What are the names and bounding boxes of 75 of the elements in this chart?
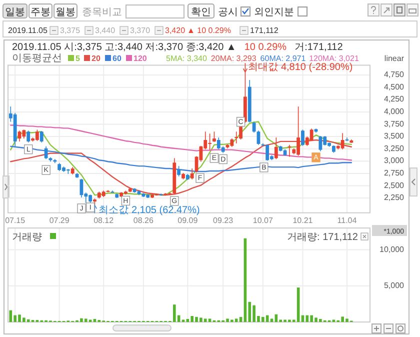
candlestick: [301, 129, 304, 146]
bar: [26, 319, 30, 322]
y-tick-label: 2,750: [384, 168, 405, 178]
candlestick: [40, 130, 44, 143]
y-tick-label: 3,500: [384, 132, 405, 141]
y-tick-label: 3,000: [384, 156, 405, 166]
text: 2019.11.05 시:3,375 고:3,440 저:3,370 종:3,420 ▲: [12, 42, 236, 53]
text: 120MA: 3,021: [309, 54, 360, 63]
text: 171,112: [250, 26, 279, 35]
button: 확인: [188, 4, 214, 18]
y-tick-label: 4,750: [384, 70, 405, 80]
text: 3,420: [165, 26, 186, 35]
line-series: [10, 121, 352, 196]
x-tick-label: 11.04: [337, 216, 358, 225]
x-tick-label: 09.09: [178, 216, 198, 225]
y-tick-label: 3,250: [384, 144, 405, 153]
legend-label: 120: [134, 54, 148, 63]
legend-label: 60: [112, 54, 122, 63]
y-tick-label: 3,750: [384, 119, 405, 128]
legend-label: 거래량: [12, 232, 42, 243]
candlestick: [190, 168, 194, 180]
text: 5MA: 3,340: [166, 54, 208, 63]
y-tick-label: 10,000: [380, 244, 405, 254]
x-tick-label: 09.23: [213, 216, 234, 225]
y-tick-label: 2,250: [384, 193, 405, 202]
legend-title: 이동평균선: [12, 53, 62, 64]
x-tick-label: 08.12: [94, 216, 114, 225]
annotation: 거래량: 171,112: [287, 232, 358, 243]
text: 3,375: [60, 26, 81, 35]
candlestick: [212, 131, 216, 142]
text: 10 0.29%: [244, 42, 287, 53]
text: 2019.11.05: [8, 26, 48, 35]
candlestick: [340, 132, 344, 150]
button: 일봉: [2, 4, 28, 18]
legend-label: 5: [76, 54, 80, 63]
text: 종목비교: [82, 7, 122, 18]
x-tick-label: 07.15: [5, 216, 26, 225]
annotation: 최대값 4,810 (-28.90%): [248, 62, 353, 74]
text: 3,370: [130, 26, 151, 35]
candlestick: [274, 137, 278, 160]
candlestick: [44, 146, 48, 160]
y-tick-label: 2,500: [384, 180, 405, 190]
x-tick-label: 08.26: [133, 216, 154, 225]
text: 거:171,112: [294, 42, 344, 53]
bar: [270, 318, 274, 322]
text: 공시: [218, 7, 238, 18]
bar: [84, 318, 88, 322]
y-tick-label: 4,250: [384, 94, 405, 104]
button: 월봉: [54, 4, 78, 18]
candlestick: [310, 128, 314, 142]
text: 20MA: 3,293: [210, 54, 257, 63]
x-tick-label: 07.29: [49, 216, 70, 225]
candlestick: [252, 121, 256, 134]
candlestick: [177, 166, 181, 177]
text: 외인지분: [254, 7, 294, 18]
legend-label: 20: [92, 54, 101, 63]
y-tick-label: 4,000: [384, 107, 405, 116]
y-tick-label: 5,000: [384, 280, 405, 290]
annotation: 최소값 2,105 (62.47%): [98, 205, 200, 216]
bar: [234, 318, 238, 322]
bar: [172, 304, 176, 322]
bar: [204, 318, 207, 322]
y-tick-label: 4,500: [384, 82, 405, 92]
text: ▲ 10 0.29%: [187, 26, 231, 35]
button: 주봉: [28, 4, 52, 18]
text: 3,440: [95, 26, 116, 35]
candlestick: [318, 136, 322, 152]
x-tick-label: 10.21: [292, 216, 314, 225]
bar: [208, 318, 212, 322]
line-series: [10, 139, 352, 196]
x-tick-label: 10.07: [252, 216, 274, 225]
candlestick: [256, 130, 260, 146]
text: 60MA: 2,971: [260, 54, 306, 63]
candlestick: [26, 130, 30, 143]
text: linear: [384, 54, 404, 63]
